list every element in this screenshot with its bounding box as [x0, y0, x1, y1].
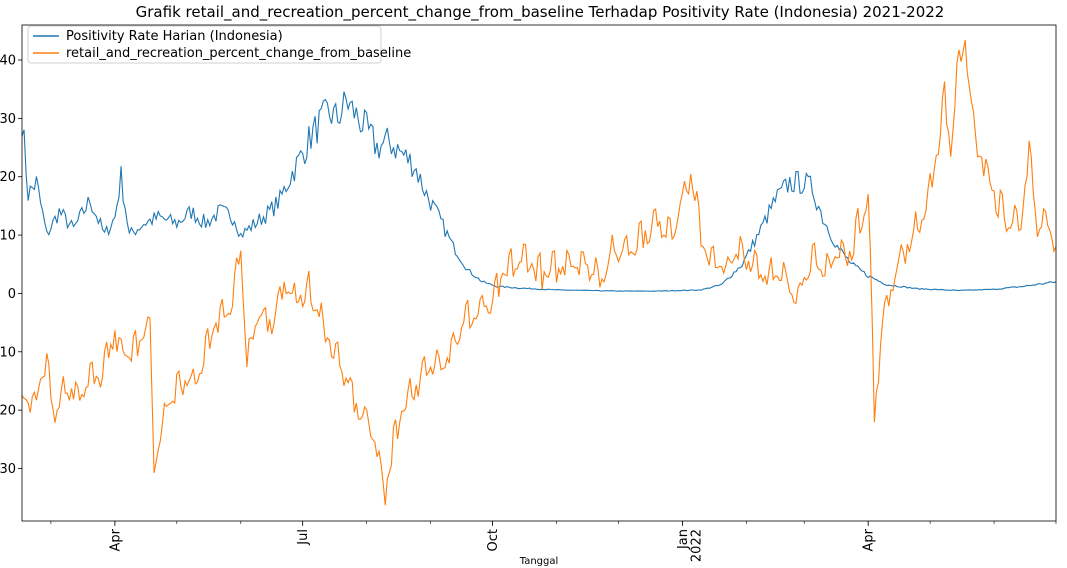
y-tick-label: -10	[0, 345, 16, 360]
legend-box	[27, 25, 382, 64]
plot-frame	[21, 24, 1057, 522]
x-tick-label: Jan	[676, 529, 691, 550]
series-layer	[21, 39, 1057, 506]
x-tick-label: Oct	[486, 529, 501, 551]
series-line-retail	[21, 39, 1057, 506]
x-tick-label: Apr	[862, 528, 877, 551]
y-tick-label: 10	[0, 229, 16, 244]
legend: Positivity Rate Harian (Indonesia) retai…	[27, 25, 411, 64]
y-tick-label: 40	[0, 54, 16, 69]
y-tick-label: 0	[8, 287, 16, 302]
y-tick-label: -30	[0, 462, 16, 477]
legend-label-positivity: Positivity Rate Harian (Indonesia)	[66, 29, 283, 44]
y-tick-label: 20	[0, 170, 16, 185]
chart-title: Grafik retail_and_recreation_percent_cha…	[136, 3, 945, 22]
x-tick-label: Jul	[296, 529, 311, 546]
y-tick-label: -20	[0, 404, 16, 419]
series-line-positivity	[21, 91, 1057, 292]
x-tick-label: Apr	[108, 528, 123, 551]
y-tick-label: 30	[0, 112, 16, 127]
legend-label-retail: retail_and_recreation_percent_change_fro…	[66, 46, 411, 61]
x-tick-label-year: 2022	[689, 529, 704, 562]
x-axis-label: Tanggal	[519, 556, 559, 567]
